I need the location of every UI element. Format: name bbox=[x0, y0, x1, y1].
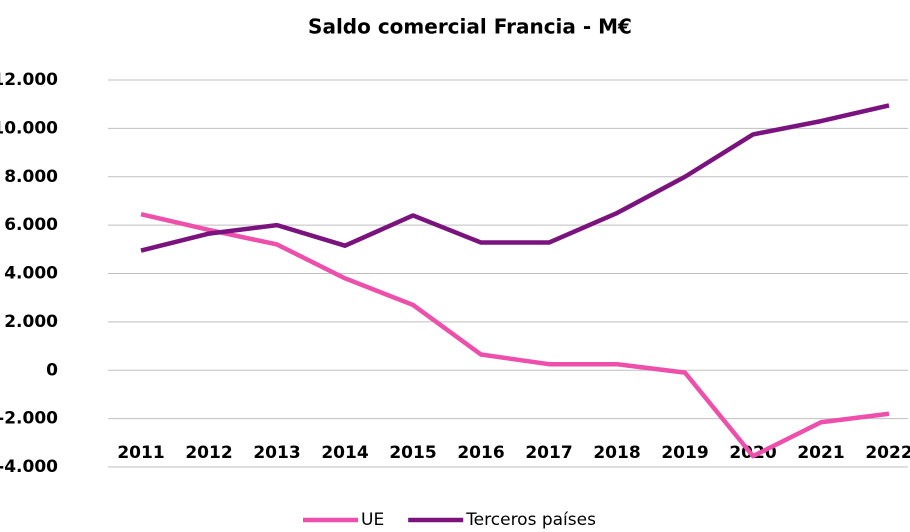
x-tick-label: 2021 bbox=[797, 443, 844, 463]
x-tick-label: 2011 bbox=[117, 443, 164, 463]
legend-label: Terceros países bbox=[465, 510, 596, 530]
y-tick-label: 12.000 bbox=[0, 70, 58, 90]
series-line bbox=[140, 212, 890, 459]
y-tick-label: 10.000 bbox=[0, 118, 58, 138]
x-tick-label: 2012 bbox=[185, 443, 232, 463]
y-tick-label: -4.000 bbox=[0, 457, 58, 477]
y-tick-label: 6.000 bbox=[4, 215, 58, 235]
x-tick-label: 2016 bbox=[457, 443, 504, 463]
x-tick-label: 2015 bbox=[389, 443, 436, 463]
y-tick-label: 2.000 bbox=[4, 312, 58, 332]
x-tick-label: 2013 bbox=[253, 443, 300, 463]
y-tick-label: 8.000 bbox=[4, 167, 58, 187]
y-tick-label: -2.000 bbox=[0, 409, 58, 429]
y-tick-label: 4.000 bbox=[4, 264, 58, 284]
x-tick-label: 2022 bbox=[865, 443, 910, 463]
legend-label: UE bbox=[361, 510, 384, 530]
chart-title: Saldo comercial Francia - M€ bbox=[308, 15, 632, 39]
x-tick-label: 2018 bbox=[593, 443, 640, 463]
x-tick-label: 2019 bbox=[661, 443, 708, 463]
y-tick-label: 0 bbox=[46, 360, 58, 380]
x-tick-label: 2017 bbox=[525, 443, 572, 463]
x-tick-label: 2014 bbox=[321, 443, 368, 463]
series-line bbox=[140, 103, 890, 253]
